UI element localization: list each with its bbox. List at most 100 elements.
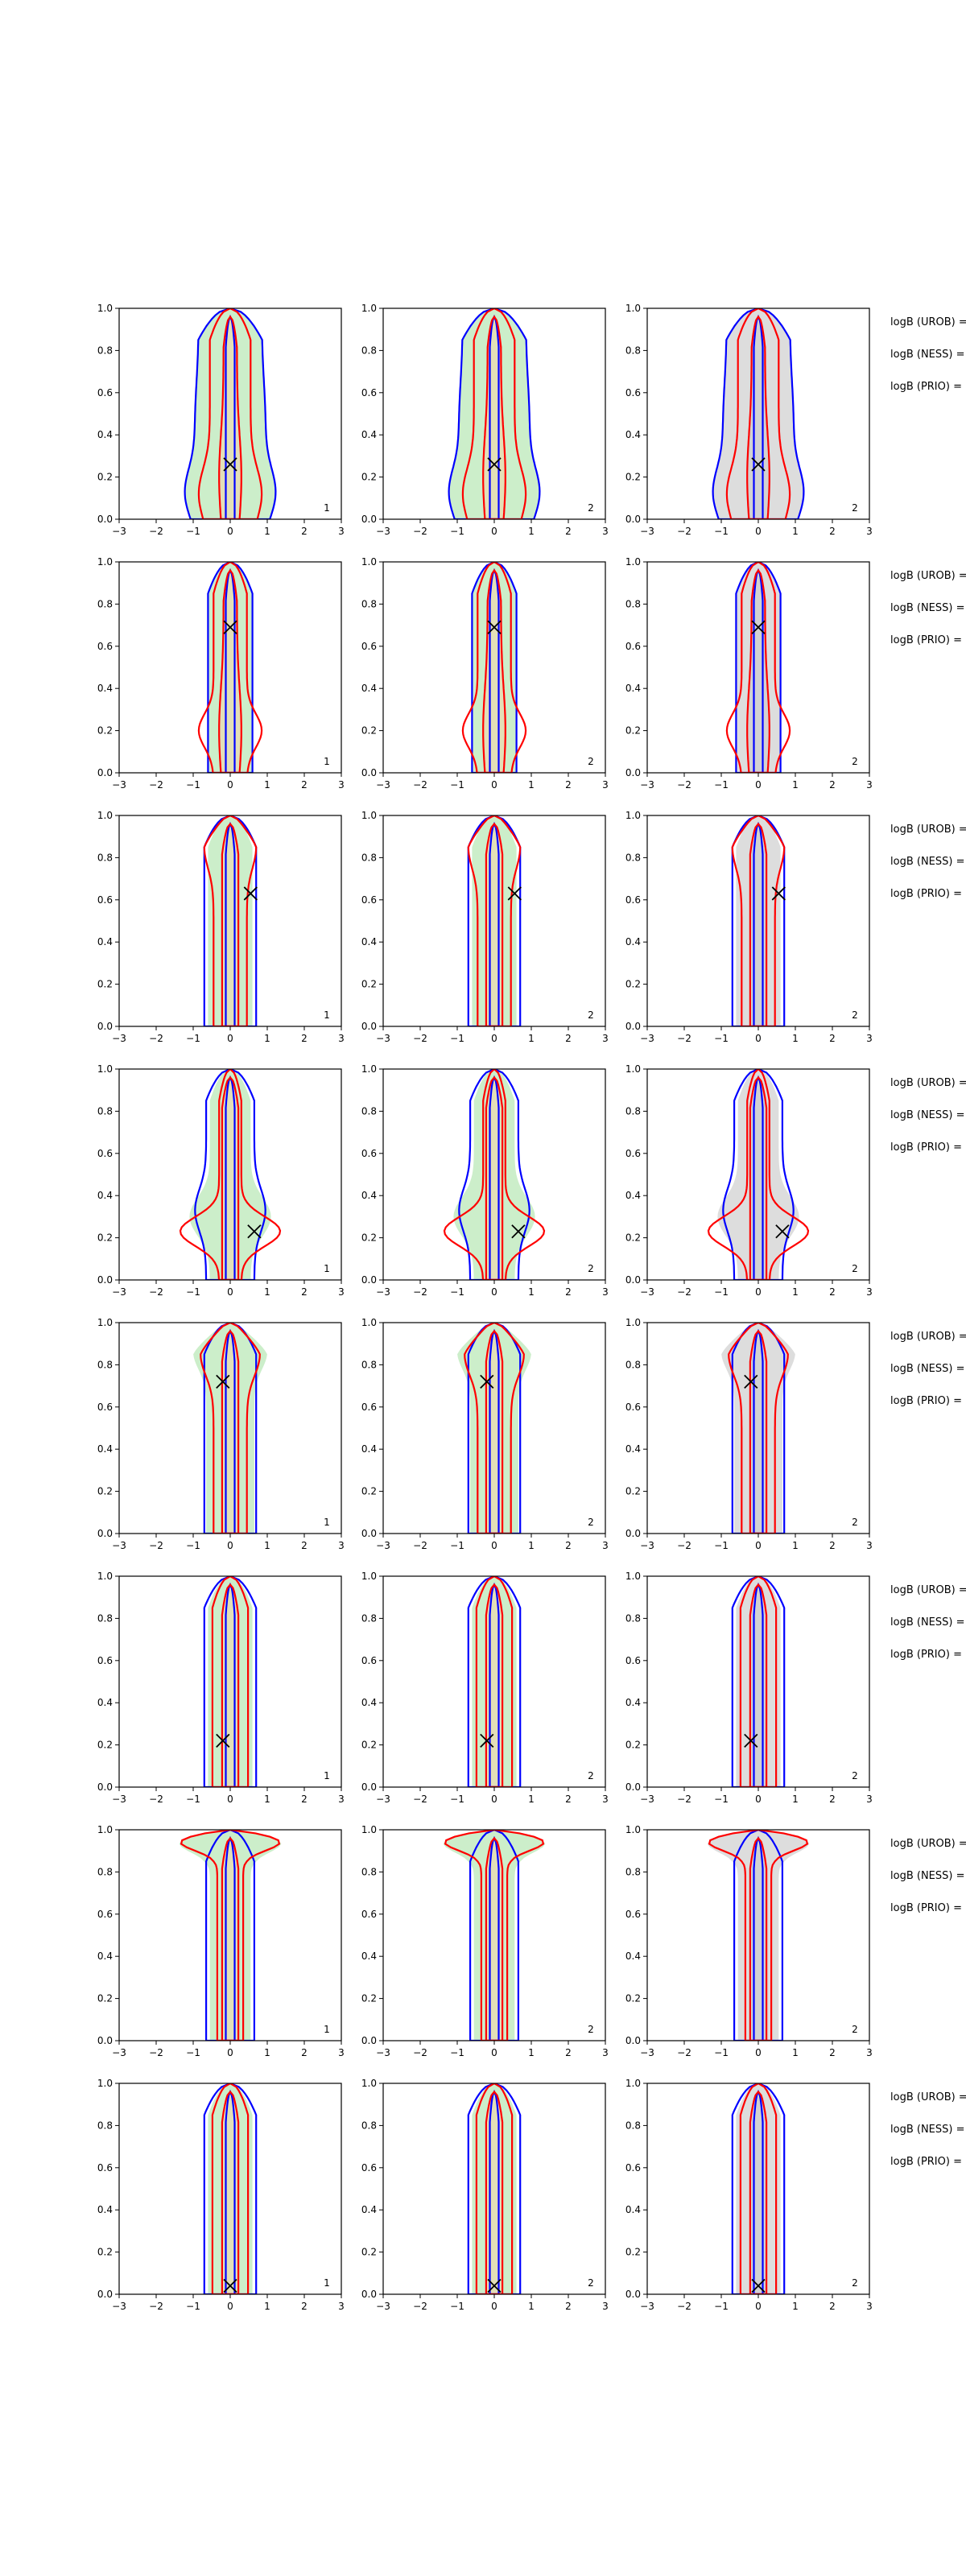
- x-tick-label: −1: [186, 526, 200, 537]
- y-tick-label: 0.0: [625, 1021, 641, 1032]
- y-tick-label: 0.0: [97, 1021, 113, 1032]
- red-contour-inner: [749, 1583, 768, 1787]
- x-tick-label: 0: [491, 1033, 497, 1044]
- x-tick-label: 2: [301, 779, 308, 791]
- x-tick-label: −3: [640, 779, 654, 791]
- panel-number: 2: [852, 1770, 858, 1781]
- x-tick-label: 1: [528, 526, 535, 537]
- y-tick-label: 0.0: [361, 514, 377, 525]
- blue-contour-outer: [469, 1830, 519, 2041]
- x-marker: [775, 1224, 790, 1239]
- x-tick-label: −1: [186, 1286, 200, 1298]
- x-tick-label: 3: [602, 1033, 609, 1044]
- x-tick-label: 3: [866, 1033, 873, 1044]
- fill-inner-contour: [219, 316, 242, 519]
- y-tick-label: 0.6: [625, 2162, 641, 2174]
- x-marker: [744, 1733, 758, 1748]
- y-tick-label: 0.4: [97, 683, 113, 694]
- red-contour-outer: [725, 308, 791, 519]
- x-tick-label: −3: [112, 1286, 126, 1298]
- y-tick-label: 0.8: [97, 1359, 113, 1370]
- panel-number: 2: [588, 2024, 594, 2035]
- x-tick-label: 2: [565, 526, 572, 537]
- x-tick-label: 0: [755, 1286, 762, 1298]
- red-contour-inner: [221, 1836, 240, 2041]
- y-tick-label: 0.8: [625, 2120, 641, 2131]
- x-tick-label: −1: [186, 2047, 200, 2058]
- y-tick-label: 0.2: [361, 1740, 377, 1751]
- x-tick-label: −1: [186, 1794, 200, 1805]
- panel-number: 2: [852, 502, 858, 514]
- y-tick-label: 0.6: [361, 387, 377, 398]
- y-tick-label: 1.0: [97, 303, 113, 314]
- fill-inner-contour: [485, 1331, 503, 1534]
- y-tick-label: 1.0: [97, 556, 113, 568]
- x-tick-label: 1: [528, 2047, 535, 2058]
- fill-inner-contour: [485, 1077, 503, 1280]
- y-tick-label: 0.8: [361, 852, 377, 863]
- x-marker: [223, 620, 237, 634]
- y-tick-label: 0.6: [625, 1148, 641, 1159]
- y-tick-label: 0.0: [361, 2035, 377, 2046]
- x-tick-label: 1: [528, 2301, 535, 2312]
- panel-number: 1: [324, 2277, 330, 2289]
- annotation-line: logB (UROB) =: [890, 1584, 966, 1596]
- x-tick-label: −3: [640, 2047, 654, 2058]
- x-tick-label: −3: [112, 1033, 126, 1044]
- x-tick-label: −2: [677, 2301, 691, 2312]
- fill-inner-contour: [749, 824, 767, 1026]
- x-marker: [751, 457, 766, 472]
- red-contour-inner: [485, 1836, 504, 2041]
- y-tick-label: 1.0: [625, 1063, 641, 1075]
- y-tick-label: 0.2: [625, 1993, 641, 2004]
- x-tick-label: −1: [450, 1286, 464, 1298]
- blue-contour-outer: [733, 1830, 783, 2041]
- y-tick-label: 0.4: [625, 1951, 641, 1962]
- x-tick-label: −3: [640, 1540, 654, 1551]
- panel-r3-c2: −3 −2 −1 0 1 2 3 0.0 0.2 0.4 0.6 0.8 1.0 2: [361, 810, 609, 1044]
- x-tick-label: 3: [338, 1540, 345, 1551]
- y-tick-label: 0.0: [625, 514, 641, 525]
- red-contour-outer: [475, 1576, 514, 1787]
- x-tick-label: −3: [640, 1286, 654, 1298]
- x-tick-label: −2: [413, 1794, 427, 1805]
- x-tick-label: 0: [227, 779, 233, 791]
- panel-r7-c3: −3 −2 −1 0 1 2 3 0.0 0.2 0.4 0.6 0.8 1.0 2: [625, 1824, 873, 2058]
- panel-r1-c3: −3 −2 −1 0 1 2 3 0.0 0.2 0.4 0.6 0.8 1.0 2: [625, 303, 873, 537]
- x-marker: [487, 2278, 502, 2293]
- y-tick-label: 1.0: [361, 1824, 377, 1835]
- panel-number: 2: [852, 1263, 858, 1274]
- y-tick-label: 0.2: [625, 1740, 641, 1751]
- x-marker: [216, 1374, 230, 1389]
- annotation-line: logB (PRIO) =: [890, 888, 962, 900]
- y-tick-label: 0.6: [97, 894, 113, 906]
- panel-number: 2: [588, 2277, 594, 2289]
- x-tick-label: 2: [565, 2047, 572, 2058]
- x-tick-label: −3: [376, 1033, 390, 1044]
- x-tick-label: −1: [186, 1033, 200, 1044]
- x-tick-label: −2: [149, 2047, 163, 2058]
- x-tick-label: 1: [264, 526, 270, 537]
- y-tick-label: 0.4: [625, 1443, 641, 1455]
- x-tick-label: 2: [301, 526, 308, 537]
- x-marker: [487, 457, 502, 472]
- x-tick-label: 3: [602, 2301, 609, 2312]
- x-tick-label: −1: [714, 1033, 729, 1044]
- x-tick-label: 1: [264, 1286, 270, 1298]
- panel-number: 2: [588, 1517, 594, 1528]
- y-tick-label: 0.8: [97, 1105, 113, 1117]
- y-tick-label: 0.2: [625, 472, 641, 483]
- x-tick-label: 3: [338, 1286, 345, 1298]
- annotation-line: logB (PRIO) =: [890, 1141, 962, 1154]
- red-contour-inner: [746, 568, 770, 773]
- red-contour-outer: [461, 562, 527, 773]
- panel-r8-c2: −3 −2 −1 0 1 2 3 0.0 0.2 0.4 0.6 0.8 1.0 2: [361, 2078, 609, 2312]
- annotation-line: logB (UROB) =: [890, 1838, 966, 1850]
- x-tick-label: −1: [450, 1540, 464, 1551]
- y-tick-label: 0.2: [97, 1740, 113, 1751]
- y-tick-label: 1.0: [625, 1824, 641, 1835]
- x-tick-label: −1: [186, 1540, 200, 1551]
- x-tick-label: 0: [227, 2301, 233, 2312]
- red-contour-outer: [725, 562, 791, 773]
- panel-number: 2: [588, 1263, 594, 1274]
